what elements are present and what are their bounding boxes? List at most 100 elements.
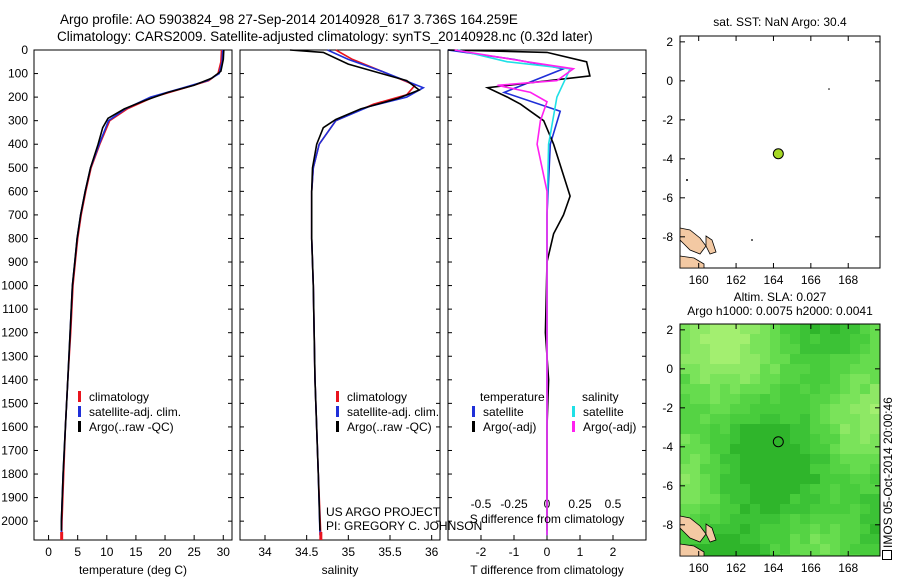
sla-cell <box>700 484 710 494</box>
sla-cell <box>800 554 810 556</box>
sla-cell <box>730 444 740 454</box>
sla-cell <box>750 334 760 344</box>
sla-cell <box>820 464 830 474</box>
sla-cell <box>730 484 740 494</box>
sst_map-argo-position-marker <box>772 148 784 160</box>
sla-cell <box>850 424 860 434</box>
sla-cell <box>790 524 800 534</box>
sst-land-island-3 <box>705 235 717 255</box>
salinity-panel-frame <box>239 49 441 541</box>
sla-cell <box>690 464 700 474</box>
sla-cell <box>800 464 810 474</box>
sla-cell <box>790 504 800 514</box>
sla-cell <box>720 464 730 474</box>
sla-cell <box>760 434 770 444</box>
sst-land-island-2 <box>680 255 705 268</box>
sla-cell <box>830 414 840 424</box>
sla-cell <box>760 494 770 504</box>
sla-cell <box>800 484 810 494</box>
sla-cell <box>690 434 700 444</box>
sla-cell <box>700 544 710 554</box>
sla-cell <box>720 474 730 484</box>
sla-cell <box>810 394 820 404</box>
sla-cell <box>690 384 700 394</box>
sla-cell <box>870 414 880 424</box>
sla-cell <box>700 444 710 454</box>
sla-cell <box>810 494 820 504</box>
sla-cell <box>710 494 720 504</box>
sla-cell <box>870 334 880 344</box>
sla-cell <box>770 404 780 414</box>
sla-cell <box>780 414 790 424</box>
depth-tick-label: 1400 <box>1 373 28 387</box>
sla-cell <box>790 484 800 494</box>
sla-cell <box>870 534 880 544</box>
temperature-xtick-label: 0 <box>45 545 52 559</box>
figure-title-line2: Climatology: CARS2009. Satellite-adjuste… <box>57 29 593 44</box>
legend-item-temp-satellite: satellite <box>472 405 524 420</box>
sla-cell <box>770 344 780 354</box>
sla-cell <box>840 434 850 444</box>
sla-cell <box>760 384 770 394</box>
sla-cell <box>820 404 830 414</box>
sla-cell <box>810 414 820 424</box>
sla-cell <box>820 494 830 504</box>
sla-cell <box>810 364 820 374</box>
sla-cell <box>770 554 780 556</box>
sla_map-xtick-label: 160 <box>689 561 709 575</box>
sla-cell <box>870 384 880 394</box>
sst-land-island-1 <box>680 227 707 255</box>
sla-cell <box>790 424 800 434</box>
sla-cell <box>870 464 880 474</box>
sla-cell <box>760 334 770 344</box>
sla-cell <box>760 524 770 534</box>
sla-cell <box>870 514 880 524</box>
sla-cell <box>780 544 790 554</box>
sla-cell <box>870 424 880 434</box>
sla-cell <box>810 454 820 464</box>
sla-cell <box>790 434 800 444</box>
sla-cell <box>720 364 730 374</box>
sla-cell <box>680 464 690 474</box>
sla-cell <box>800 444 810 454</box>
sla-cell <box>810 334 820 344</box>
sla-cell <box>780 504 790 514</box>
sla-cell <box>830 334 840 344</box>
sla-cell <box>730 344 740 354</box>
sla-cell <box>850 394 860 404</box>
sla-cell <box>760 504 770 514</box>
depth-tick-label: 600 <box>8 184 28 198</box>
sla-cell <box>680 414 690 424</box>
temperature-xtick-label: 10 <box>100 545 114 559</box>
sla-cell <box>840 554 850 556</box>
sla-cell <box>770 364 780 374</box>
sla-cell <box>780 474 790 484</box>
sla-cell <box>690 444 700 454</box>
sla-cell <box>820 424 830 434</box>
sla-cell <box>830 394 840 404</box>
sla-cell <box>800 494 810 504</box>
sla-cell <box>850 404 860 414</box>
sla-cell <box>700 394 710 404</box>
sla-cell <box>870 394 880 404</box>
sla-cell <box>740 494 750 504</box>
sla-cell <box>810 374 820 384</box>
salinity-series-line <box>289 49 421 531</box>
sla-cell <box>810 544 820 554</box>
sla-cell <box>830 374 840 384</box>
sla-cell <box>780 374 790 384</box>
sla-cell <box>830 544 840 554</box>
sla-cell <box>870 434 880 444</box>
sla-cell <box>780 334 790 344</box>
sla-cell <box>870 454 880 464</box>
sla-cell <box>680 474 690 484</box>
sla_map-xtick-label: 168 <box>838 561 858 575</box>
sla-map-frame <box>679 323 881 557</box>
sla-cell <box>730 504 740 514</box>
sla-cell <box>750 464 760 474</box>
sla-cell <box>870 444 880 454</box>
sla-cell <box>750 364 760 374</box>
sla-cell <box>850 434 860 444</box>
sla-cell <box>760 484 770 494</box>
depth-tick-label: 1600 <box>1 420 28 434</box>
